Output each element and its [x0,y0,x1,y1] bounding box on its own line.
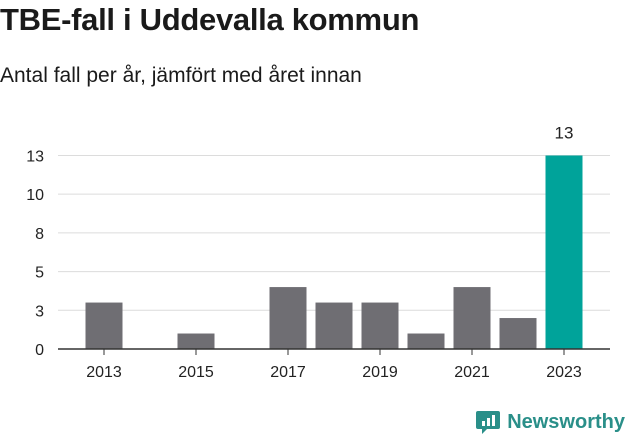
y-tick-label: 5 [35,265,44,282]
bar [269,287,307,349]
y-tick-label: 10 [26,187,44,204]
x-tick-label: 2019 [362,364,398,381]
gridlines [58,154,610,311]
data-labels: 13 [555,123,574,142]
x-tick-label: 2013 [86,364,122,381]
bar [315,302,353,349]
y-tick-label: 3 [35,303,44,320]
x-tick-label: 2015 [178,364,214,381]
bar [407,333,445,349]
y-tick-label: 8 [35,226,44,243]
chart-subtitle: Antal fall per år, jämfört med året inna… [0,64,362,87]
x-tick-label: 2017 [270,364,306,381]
y-tick-label: 13 [26,148,44,165]
x-tick-label: 2023 [546,364,582,381]
bar [499,318,537,349]
x-tick-label: 2021 [454,364,490,381]
bar [85,302,123,349]
bar-highlight [545,155,583,349]
brand-name: Newsworthy [507,410,625,433]
bar [177,333,215,349]
brand-logo: Newsworthy [475,407,625,437]
bar [453,287,491,349]
data-label: 13 [555,123,574,142]
bar [361,302,399,349]
axes: 0 3 5 8 10 13 2013 2015 2017 2019 2021 2023 [26,148,610,381]
y-tick-label: 0 [35,342,44,359]
bars [85,155,583,349]
bar-chart-logo-icon [476,411,501,434]
chart-title: TBE-fall i Uddevalla kommun [0,2,420,37]
